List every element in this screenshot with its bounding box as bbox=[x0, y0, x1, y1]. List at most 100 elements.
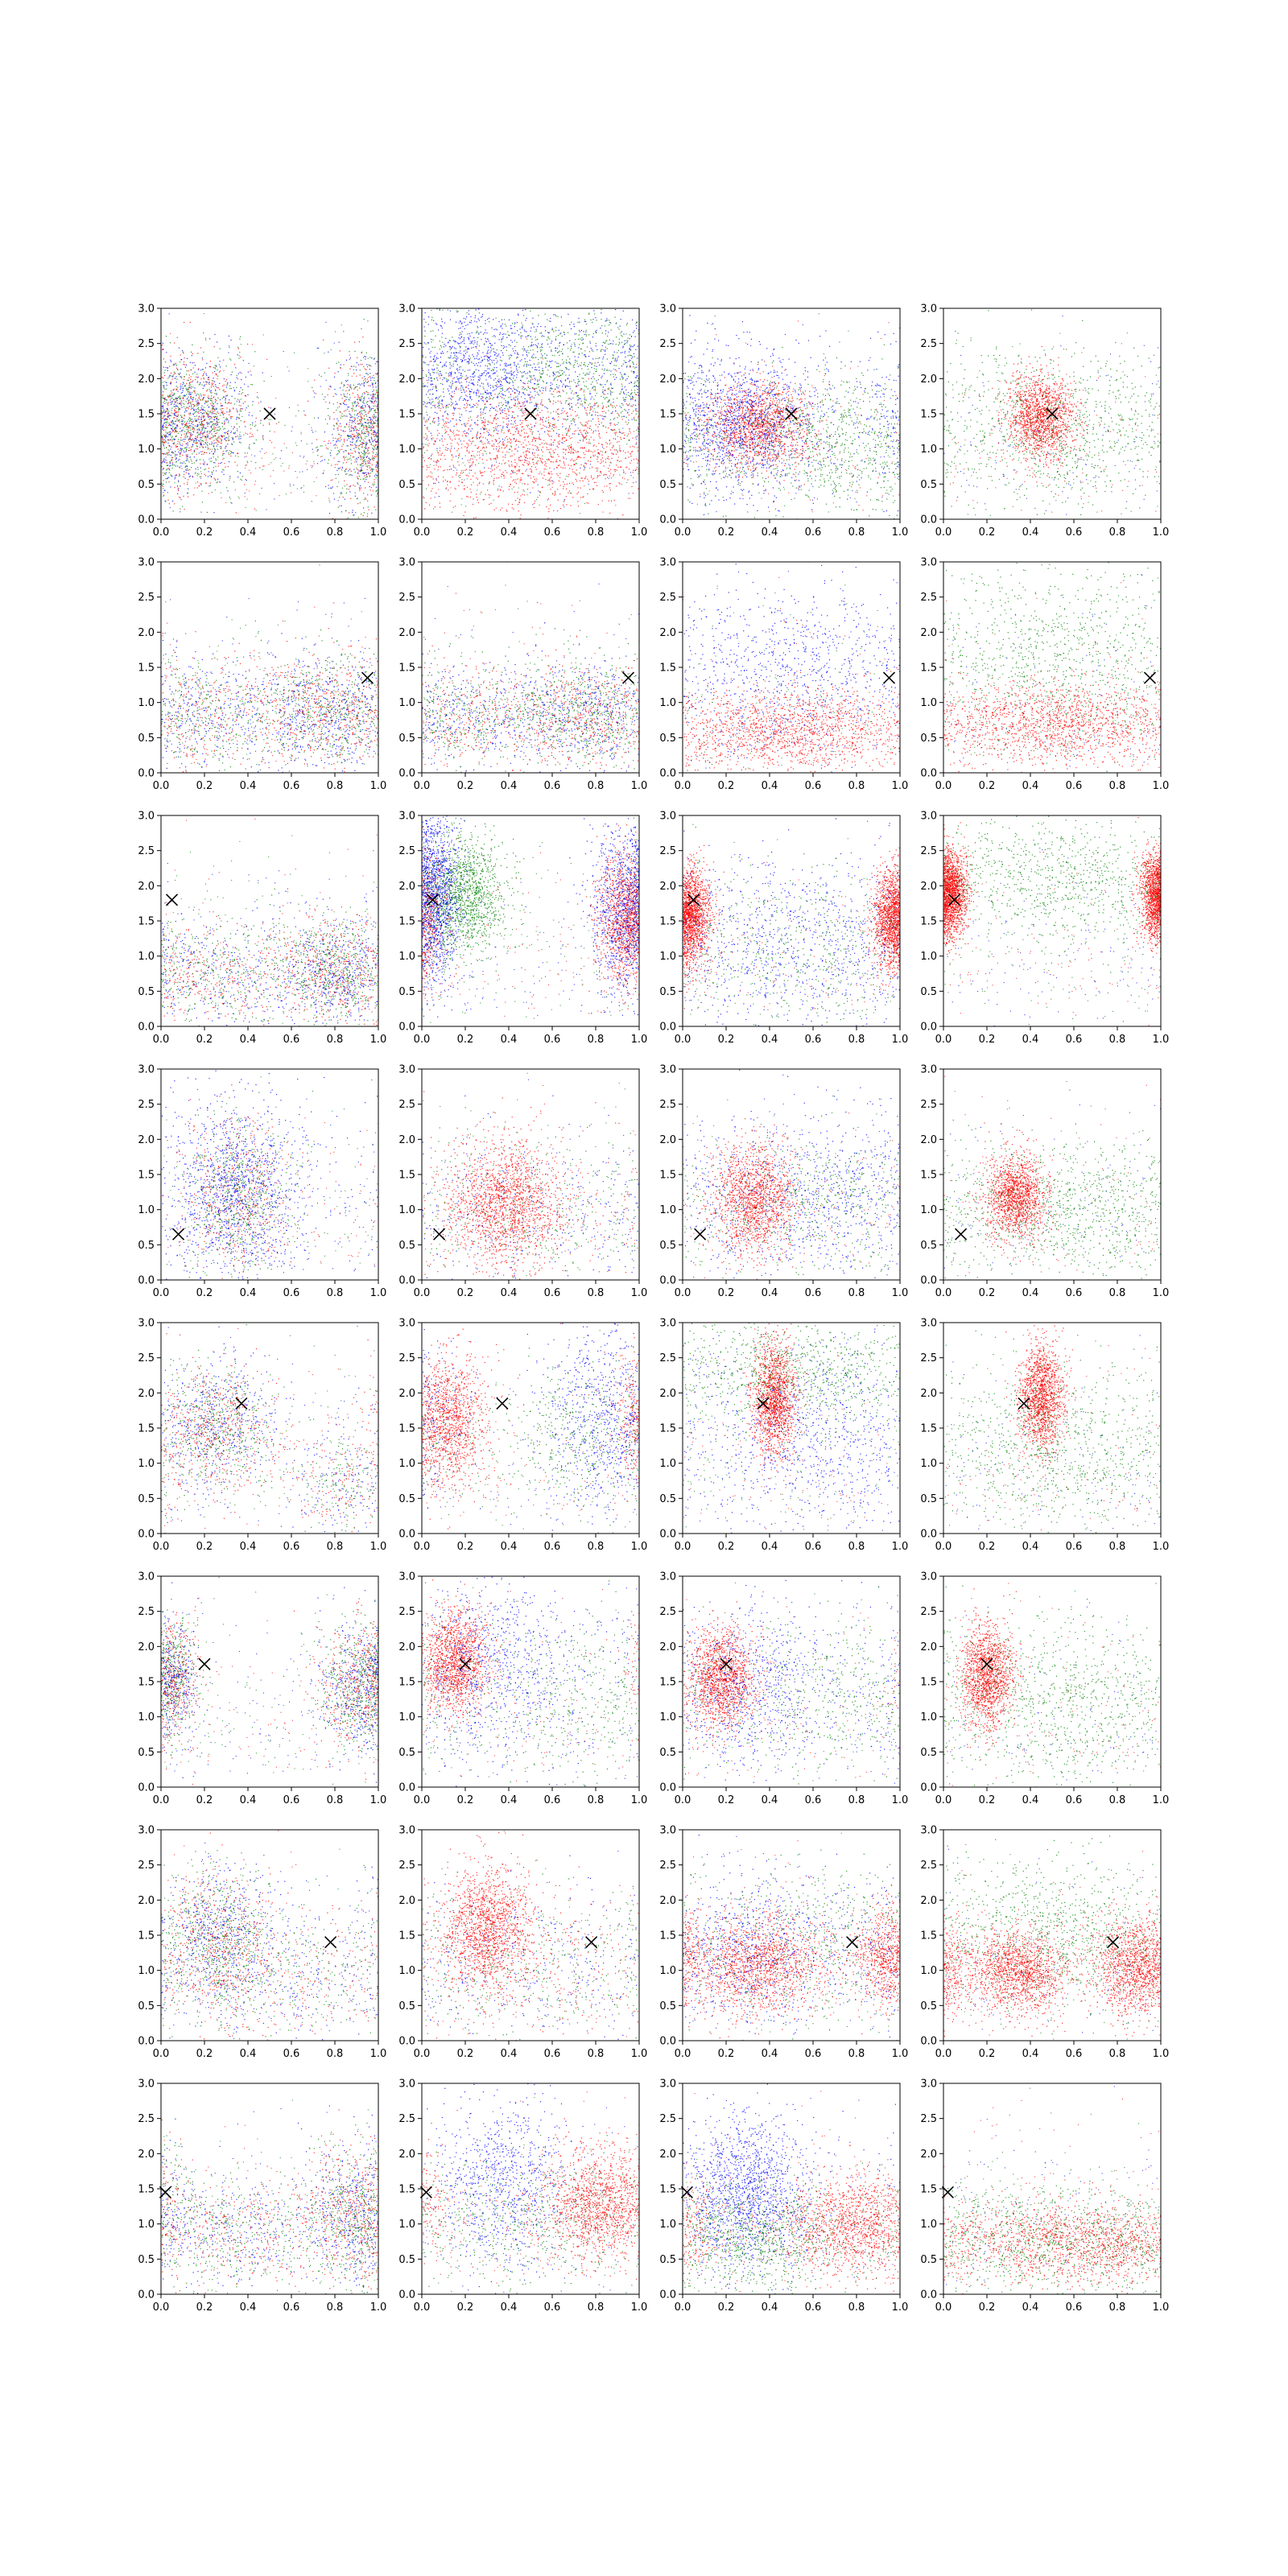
scatter-point bbox=[525, 309, 526, 310]
scatter-point bbox=[235, 382, 236, 383]
scatter-point bbox=[238, 358, 239, 359]
scatter-point bbox=[220, 409, 221, 410]
scatter-point bbox=[593, 478, 594, 479]
scatter-point bbox=[363, 410, 364, 411]
scatter-point bbox=[446, 361, 447, 362]
scatter-point bbox=[179, 402, 180, 403]
scatter-point bbox=[435, 412, 436, 413]
scatter-point bbox=[511, 328, 512, 329]
scatter-point bbox=[376, 426, 377, 427]
scatter-point bbox=[203, 441, 204, 442]
scatter-point bbox=[349, 394, 350, 395]
scatter-point bbox=[362, 408, 363, 409]
scatter-point bbox=[366, 436, 367, 437]
scatter-point bbox=[346, 381, 347, 382]
scatter-point bbox=[557, 352, 558, 353]
scatter-point bbox=[461, 498, 462, 499]
scatter-point bbox=[626, 366, 627, 367]
scatter-point bbox=[455, 355, 456, 356]
scatter-point bbox=[596, 482, 597, 483]
scatter-point bbox=[197, 426, 198, 427]
scatter-point bbox=[193, 390, 194, 391]
scatter-point bbox=[251, 455, 252, 456]
scatter-point bbox=[467, 405, 468, 406]
scatter-point bbox=[361, 439, 362, 440]
scatter-point bbox=[619, 449, 620, 450]
scatter-point bbox=[203, 388, 204, 389]
scatter-point bbox=[625, 397, 626, 398]
scatter-point bbox=[235, 367, 236, 368]
scatter-point bbox=[575, 360, 576, 361]
scatter-point bbox=[240, 409, 241, 410]
scatter-point bbox=[635, 470, 636, 471]
scatter-point bbox=[239, 401, 240, 402]
scatter-point bbox=[202, 359, 203, 360]
scatter-point bbox=[164, 403, 165, 404]
scatter-point bbox=[502, 426, 503, 427]
scatter-point bbox=[553, 375, 554, 376]
x-tick-label: 0.0 bbox=[153, 526, 170, 539]
scatter-point bbox=[571, 399, 572, 400]
scatter-point bbox=[563, 408, 564, 409]
y-tick-label: 0.5 bbox=[138, 479, 155, 491]
scatter-point bbox=[165, 422, 166, 423]
scatter-point bbox=[631, 358, 632, 359]
scatter-point bbox=[203, 432, 204, 433]
scatter-point bbox=[168, 431, 169, 432]
scatter-point bbox=[348, 375, 349, 376]
scatter-point bbox=[330, 488, 331, 489]
scatter-point bbox=[376, 433, 377, 434]
scatter-point bbox=[482, 400, 483, 401]
scatter-point bbox=[454, 393, 455, 394]
scatter-point bbox=[182, 392, 183, 393]
scatter-point bbox=[359, 487, 360, 488]
scatter-point bbox=[185, 425, 186, 426]
scatter-point bbox=[366, 426, 367, 427]
scatter-point bbox=[464, 408, 465, 409]
scatter-point bbox=[192, 434, 193, 435]
scatter-point bbox=[281, 465, 282, 466]
scatter-point bbox=[487, 339, 488, 340]
scatter-point bbox=[355, 428, 356, 429]
scatter-point bbox=[354, 451, 355, 452]
scatter-point bbox=[187, 380, 188, 381]
scatter-point bbox=[523, 387, 524, 388]
scatter-point bbox=[264, 381, 265, 382]
scatter-point bbox=[368, 381, 369, 382]
scatter-point bbox=[473, 356, 474, 357]
scatter-point bbox=[212, 449, 213, 450]
scatter-point bbox=[372, 434, 373, 435]
scatter-point bbox=[210, 449, 211, 450]
scatter-point bbox=[218, 465, 219, 466]
scatter-point bbox=[371, 410, 372, 411]
scatter-point bbox=[617, 436, 618, 437]
scatter-point bbox=[462, 387, 463, 388]
scatter-point bbox=[465, 359, 466, 360]
scatter-point bbox=[591, 348, 592, 349]
scatter-point bbox=[365, 442, 366, 443]
scatter-point bbox=[621, 389, 622, 390]
scatter-point bbox=[187, 484, 188, 485]
scatter-point bbox=[172, 457, 173, 458]
scatter-point bbox=[196, 404, 197, 405]
scatter-point bbox=[574, 422, 575, 423]
scatter-point bbox=[212, 437, 213, 438]
scatter-point bbox=[328, 440, 329, 441]
scatter-point bbox=[471, 470, 472, 471]
scatter-point bbox=[209, 453, 210, 454]
scatter-point bbox=[564, 499, 565, 500]
scatter-point bbox=[455, 468, 456, 469]
scatter-point bbox=[354, 397, 355, 398]
scatter-point bbox=[630, 432, 631, 433]
scatter-point bbox=[172, 465, 173, 466]
scatter-point bbox=[377, 392, 378, 393]
scatter-point bbox=[181, 416, 182, 417]
scatter-point bbox=[371, 438, 372, 439]
y-tick-label: 0.0 bbox=[138, 514, 155, 526]
scatter-point bbox=[477, 365, 478, 366]
scatter-point bbox=[357, 446, 358, 447]
scatter-point bbox=[170, 474, 171, 475]
scatter-point bbox=[491, 370, 492, 371]
scatter-point bbox=[355, 496, 356, 497]
scatter-point bbox=[374, 439, 375, 440]
